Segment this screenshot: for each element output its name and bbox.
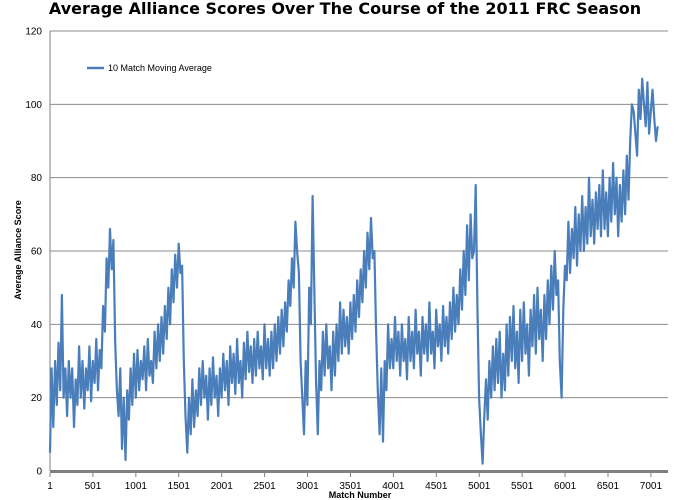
x-tick-label: 3001	[296, 481, 319, 492]
series-layer	[48, 77, 659, 465]
y-tick-label: 80	[31, 173, 43, 184]
y-tick-label: 120	[25, 27, 42, 38]
y-tick-label: 100	[25, 100, 42, 111]
x-tick-label: 6501	[597, 481, 620, 492]
y-tick-labels: 0 20 40 60 80 100 120	[25, 27, 42, 478]
x-tick-label: 7001	[640, 481, 663, 492]
x-tick-label: 5501	[511, 481, 534, 492]
y-axis-label: Average Alliance Score	[13, 200, 23, 299]
x-tick-label: 501	[85, 481, 102, 492]
x-axis-line	[50, 470, 668, 473]
axes	[49, 31, 668, 477]
y-tick-label: 0	[36, 467, 42, 478]
x-tick-label: 2501	[253, 481, 276, 492]
x-tick-label: 6001	[554, 481, 577, 492]
gridlines	[50, 30, 668, 399]
y-tick-label: 40	[31, 320, 43, 331]
series-line	[48, 77, 659, 465]
chart-title: Average Alliance Scores Over The Course …	[49, 0, 641, 18]
y-tick-label: 60	[31, 247, 43, 258]
x-tick-label: 5001	[468, 481, 491, 492]
x-tick-label: 3501	[339, 481, 362, 492]
x-tick-label: 1	[47, 481, 53, 492]
x-tick-labels: 1 501 1001 1501 2001 2501 3001 3501 4001 4501 5001…	[47, 481, 662, 492]
x-axis-label: Match Number	[329, 490, 392, 500]
x-tick-label: 1001	[125, 481, 148, 492]
legend: 10 Match Moving Average	[87, 63, 212, 73]
x-tick-label: 1501	[168, 481, 191, 492]
x-tick-label: 2001	[211, 481, 234, 492]
y-tick-label: 20	[31, 393, 43, 404]
legend-label: 10 Match Moving Average	[108, 63, 212, 73]
x-tick-label: 4501	[425, 481, 448, 492]
x-tick-label: 4001	[382, 481, 405, 492]
